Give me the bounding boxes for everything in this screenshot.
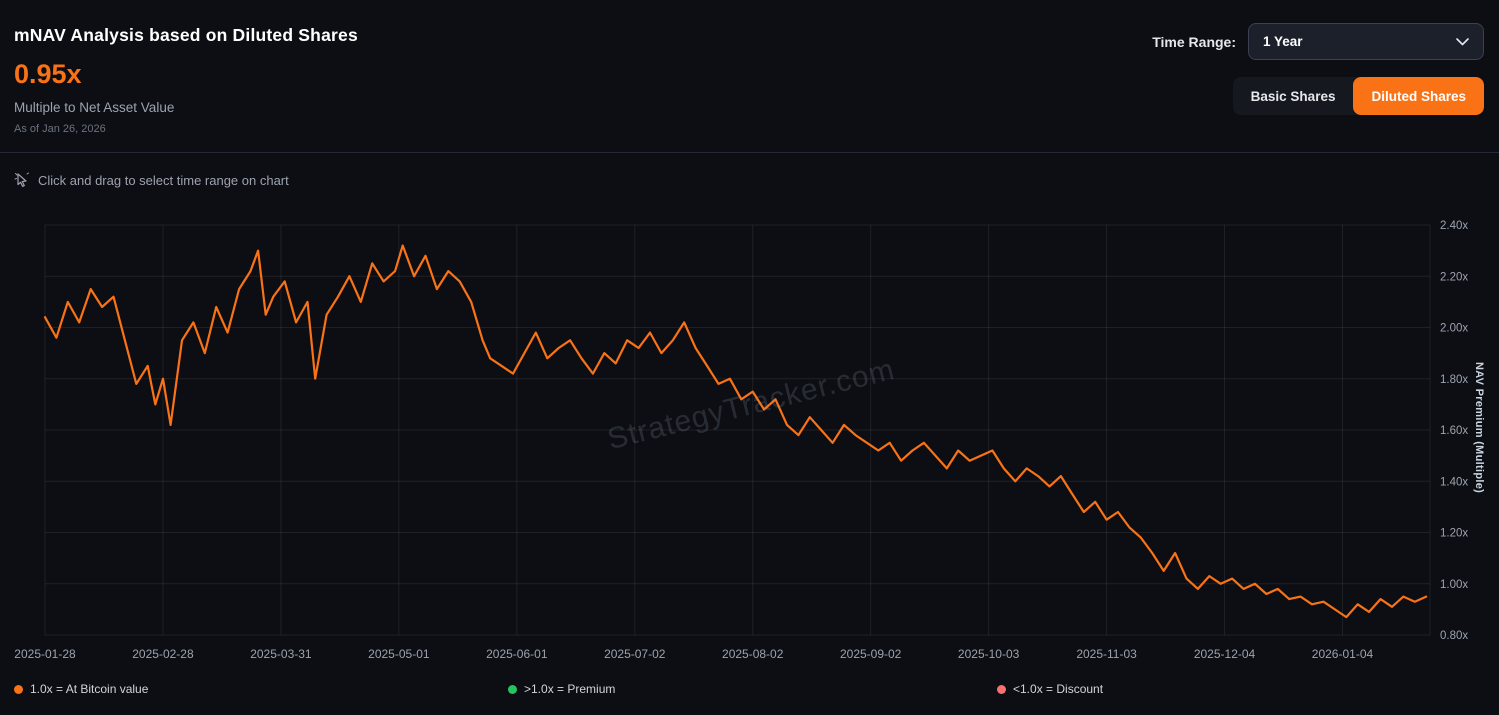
x-tick-label: 2025-07-02 bbox=[604, 647, 666, 661]
y-tick-label: 1.40x bbox=[1440, 476, 1468, 488]
y-tick-label: 2.40x bbox=[1440, 220, 1468, 232]
x-tick-label: 2025-10-03 bbox=[958, 647, 1020, 661]
x-tick-label: 2026-01-04 bbox=[1312, 647, 1374, 661]
drag-select-cursor-icon bbox=[14, 172, 30, 188]
y-tick-label: 1.80x bbox=[1440, 374, 1468, 386]
chevron-down-icon bbox=[1456, 37, 1469, 46]
x-tick-label: 2025-03-31 bbox=[250, 647, 312, 661]
y-tick-label: 1.60x bbox=[1440, 425, 1468, 437]
diluted-shares-button[interactable]: Diluted Shares bbox=[1353, 77, 1484, 115]
x-tick-label: 2025-09-02 bbox=[840, 647, 902, 661]
chart-hint-text: Click and drag to select time range on c… bbox=[38, 172, 289, 188]
legend-label: 1.0x = At Bitcoin value bbox=[30, 682, 149, 696]
x-tick-label: 2025-05-01 bbox=[368, 647, 430, 661]
legend-item-at-value: 1.0x = At Bitcoin value bbox=[14, 682, 148, 696]
legend-item-discount: <1.0x = Discount bbox=[997, 682, 1103, 696]
chart-hint: Click and drag to select time range on c… bbox=[14, 172, 289, 188]
x-tick-label: 2025-11-03 bbox=[1076, 647, 1137, 661]
time-range-value: 1 Year bbox=[1263, 34, 1303, 49]
header-divider bbox=[0, 152, 1499, 153]
y-tick-label: 2.00x bbox=[1440, 323, 1468, 335]
share-type-toggle: Basic Shares Diluted Shares bbox=[1232, 77, 1484, 115]
x-tick-label: 2025-12-04 bbox=[1194, 647, 1256, 661]
x-tick-label: 2025-02-28 bbox=[132, 647, 194, 661]
orange-dot-icon bbox=[14, 684, 23, 694]
x-tick-label: 2025-01-28 bbox=[14, 647, 76, 661]
y-axis-title: NAV Premium (Multiple) bbox=[1473, 362, 1485, 494]
pink-dot-icon bbox=[997, 684, 1006, 694]
as-of-date: As of Jan 26, 2026 bbox=[14, 123, 106, 135]
y-tick-label: 0.80x bbox=[1440, 630, 1468, 642]
nav-premium-chart[interactable]: 2.40x 2.20x 2.00x 1.80x 1.60x 1.40x 1.20x 1.00x… bbox=[0, 218, 1499, 683]
basic-shares-button[interactable]: Basic Shares bbox=[1233, 77, 1354, 115]
legend-label: <1.0x = Discount bbox=[1013, 682, 1104, 696]
y-tick-label: 1.20x bbox=[1440, 528, 1468, 540]
time-range-select[interactable]: 1 Year bbox=[1248, 23, 1484, 60]
green-dot-icon bbox=[508, 684, 517, 694]
y-tick-label: 2.20x bbox=[1440, 271, 1468, 283]
legend-item-premium: >1.0x = Premium bbox=[508, 682, 615, 696]
mnav-metric-label: Multiple to Net Asset Value bbox=[14, 100, 175, 115]
mnav-metric-value: 0.95x bbox=[14, 59, 82, 89]
legend-label: >1.0x = Premium bbox=[524, 682, 616, 696]
page-title: mNAV Analysis based on Diluted Shares bbox=[14, 25, 358, 45]
x-tick-label: 2025-08-02 bbox=[722, 647, 784, 661]
nav-series-line bbox=[43, 244, 1428, 619]
time-range-label: Time Range: bbox=[1152, 34, 1236, 50]
y-tick-label: 1.00x bbox=[1440, 579, 1468, 591]
x-tick-label: 2025-06-01 bbox=[486, 647, 548, 661]
